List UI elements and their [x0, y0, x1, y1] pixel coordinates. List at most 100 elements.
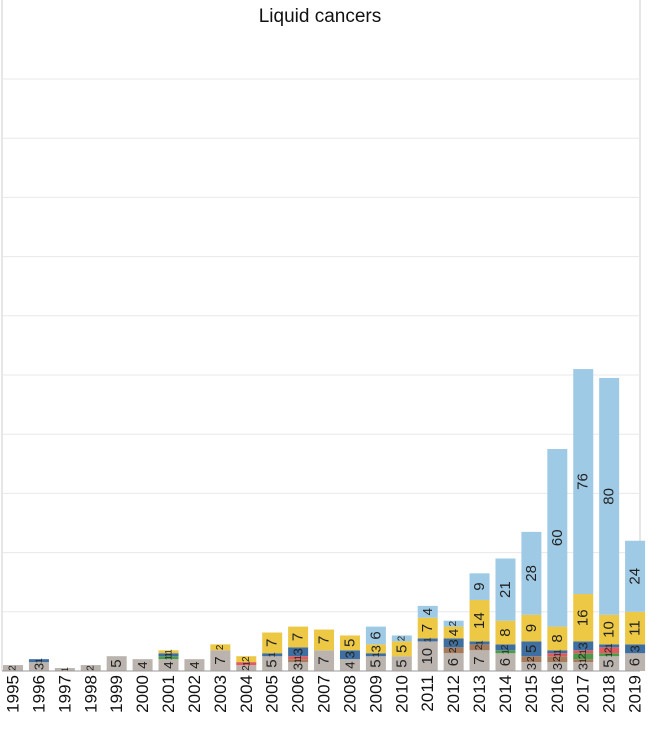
bar-segment-yellow [262, 632, 283, 654]
data-label: 1 [267, 652, 277, 657]
bar-segment-light_blue [469, 573, 490, 600]
data-label: 4 [135, 661, 150, 668]
x-tick-label: 2005 [263, 675, 282, 713]
bar-segment-gray [547, 662, 568, 671]
data-label: 14 [471, 612, 488, 629]
bar-segment-light_blue [443, 620, 464, 627]
x-tick-label: 2004 [237, 675, 256, 713]
data-label: 8 [549, 634, 566, 642]
data-label: 5 [393, 659, 410, 667]
bar-segment-light_blue [599, 377, 620, 615]
x-tick-label: 2012 [444, 675, 463, 713]
data-label: 3 [628, 645, 643, 652]
data-label: 2 [526, 656, 537, 662]
x-tick-label: 1996 [29, 675, 48, 713]
data-label: 5 [367, 659, 384, 667]
data-label: 1 [34, 658, 44, 663]
bar-segment-yellow [599, 614, 620, 645]
data-label: 4 [161, 661, 176, 668]
bar-segment-gray [132, 659, 153, 671]
x-tick-label: 2014 [496, 675, 515, 713]
bar-segment-green [158, 656, 179, 660]
data-label: 21 [497, 581, 514, 598]
bar-segment-brown [521, 656, 542, 663]
data-label: 1 [241, 661, 251, 666]
x-tick-label: 2006 [289, 675, 308, 713]
data-label: 1 [371, 652, 381, 657]
x-tick-label: 2007 [315, 675, 334, 713]
data-label: 2 [552, 656, 563, 662]
data-label: 6 [497, 658, 514, 666]
data-label: 1 [500, 649, 510, 654]
x-axis: 1995 1996 1997 1998 1999 2000 2001 2002 2003 2004… [2, 670, 645, 713]
data-label: 3 [31, 663, 46, 670]
data-label: 4 [446, 629, 461, 636]
x-tick-label: 1997 [55, 675, 74, 713]
bar-segment-yellow [469, 599, 490, 642]
gridlines [1, 0, 641, 671]
bar-segment-gray [314, 650, 335, 671]
data-label: 4 [187, 661, 202, 668]
bar-segment-blue [158, 653, 179, 657]
bar-segment-gray [262, 656, 283, 671]
bar-segment-yellow [288, 626, 309, 648]
bar-segment-green [573, 653, 594, 660]
x-tick-label: 2009 [366, 675, 385, 713]
bar-segment-light_blue [391, 635, 412, 642]
x-tick-label: 2010 [392, 675, 411, 713]
data-label: 1 [475, 640, 485, 645]
x-tick-label: 2008 [340, 675, 359, 713]
data-label: 3 [524, 663, 539, 670]
bar-segment-light_blue [417, 605, 438, 618]
x-tick-label: 2019 [626, 675, 645, 713]
bar-segment-gray [573, 662, 594, 671]
data-label: 76 [575, 473, 592, 490]
bar-segment-red [573, 650, 594, 654]
bar-segment-green [495, 650, 516, 654]
bars [3, 369, 646, 671]
x-tick-label: 2016 [548, 675, 567, 713]
x-tick-label: 1999 [107, 675, 126, 713]
bar-segment-blue [262, 653, 283, 657]
data-label: 16 [575, 609, 592, 626]
bar-segment-gray [417, 641, 438, 671]
data-label: 1 [293, 655, 303, 660]
data-label: 7 [290, 633, 307, 641]
data-label: 1 [164, 655, 174, 660]
bar-segment-gray [158, 659, 179, 671]
bar-segment-red [236, 662, 257, 666]
data-label: 1 [552, 649, 562, 654]
data-label: 6 [367, 631, 384, 639]
x-tick-label: 2018 [600, 675, 619, 713]
data-label: 2 [500, 644, 511, 650]
data-label: 11 [627, 620, 644, 636]
bar-segment-yellow [314, 629, 335, 651]
bar-segment-blue [288, 647, 309, 657]
data-label: 80 [601, 488, 618, 505]
bar-segment-gray [210, 650, 231, 671]
data-label: 5 [601, 659, 618, 667]
data-label: 1 [604, 652, 614, 657]
data-label: 3 [576, 642, 591, 649]
bar-segment-gray [625, 653, 646, 671]
bar-segment-blue [28, 659, 49, 663]
bar-segment-brown [288, 659, 309, 663]
data-label: 1 [60, 667, 70, 672]
data-label: 5 [341, 639, 358, 647]
data-label: 4 [342, 661, 357, 668]
bar-segment-blue [625, 644, 646, 654]
data-label: 5 [108, 659, 125, 667]
bar-segment-gray [521, 662, 542, 671]
bar-segment-yellow [573, 594, 594, 642]
bar-segment-blue [495, 644, 516, 651]
bar-segment-gray [339, 659, 360, 671]
bar-segment-light_blue [547, 449, 568, 627]
bar-segment-brown [573, 659, 594, 663]
bar-segment-light_blue [573, 369, 594, 595]
data-label: 2 [474, 644, 485, 650]
data-label: 10 [419, 648, 436, 665]
bar-segment-brown [469, 644, 490, 651]
data-label: 1 [552, 652, 562, 657]
data-label: 1 [423, 637, 433, 642]
